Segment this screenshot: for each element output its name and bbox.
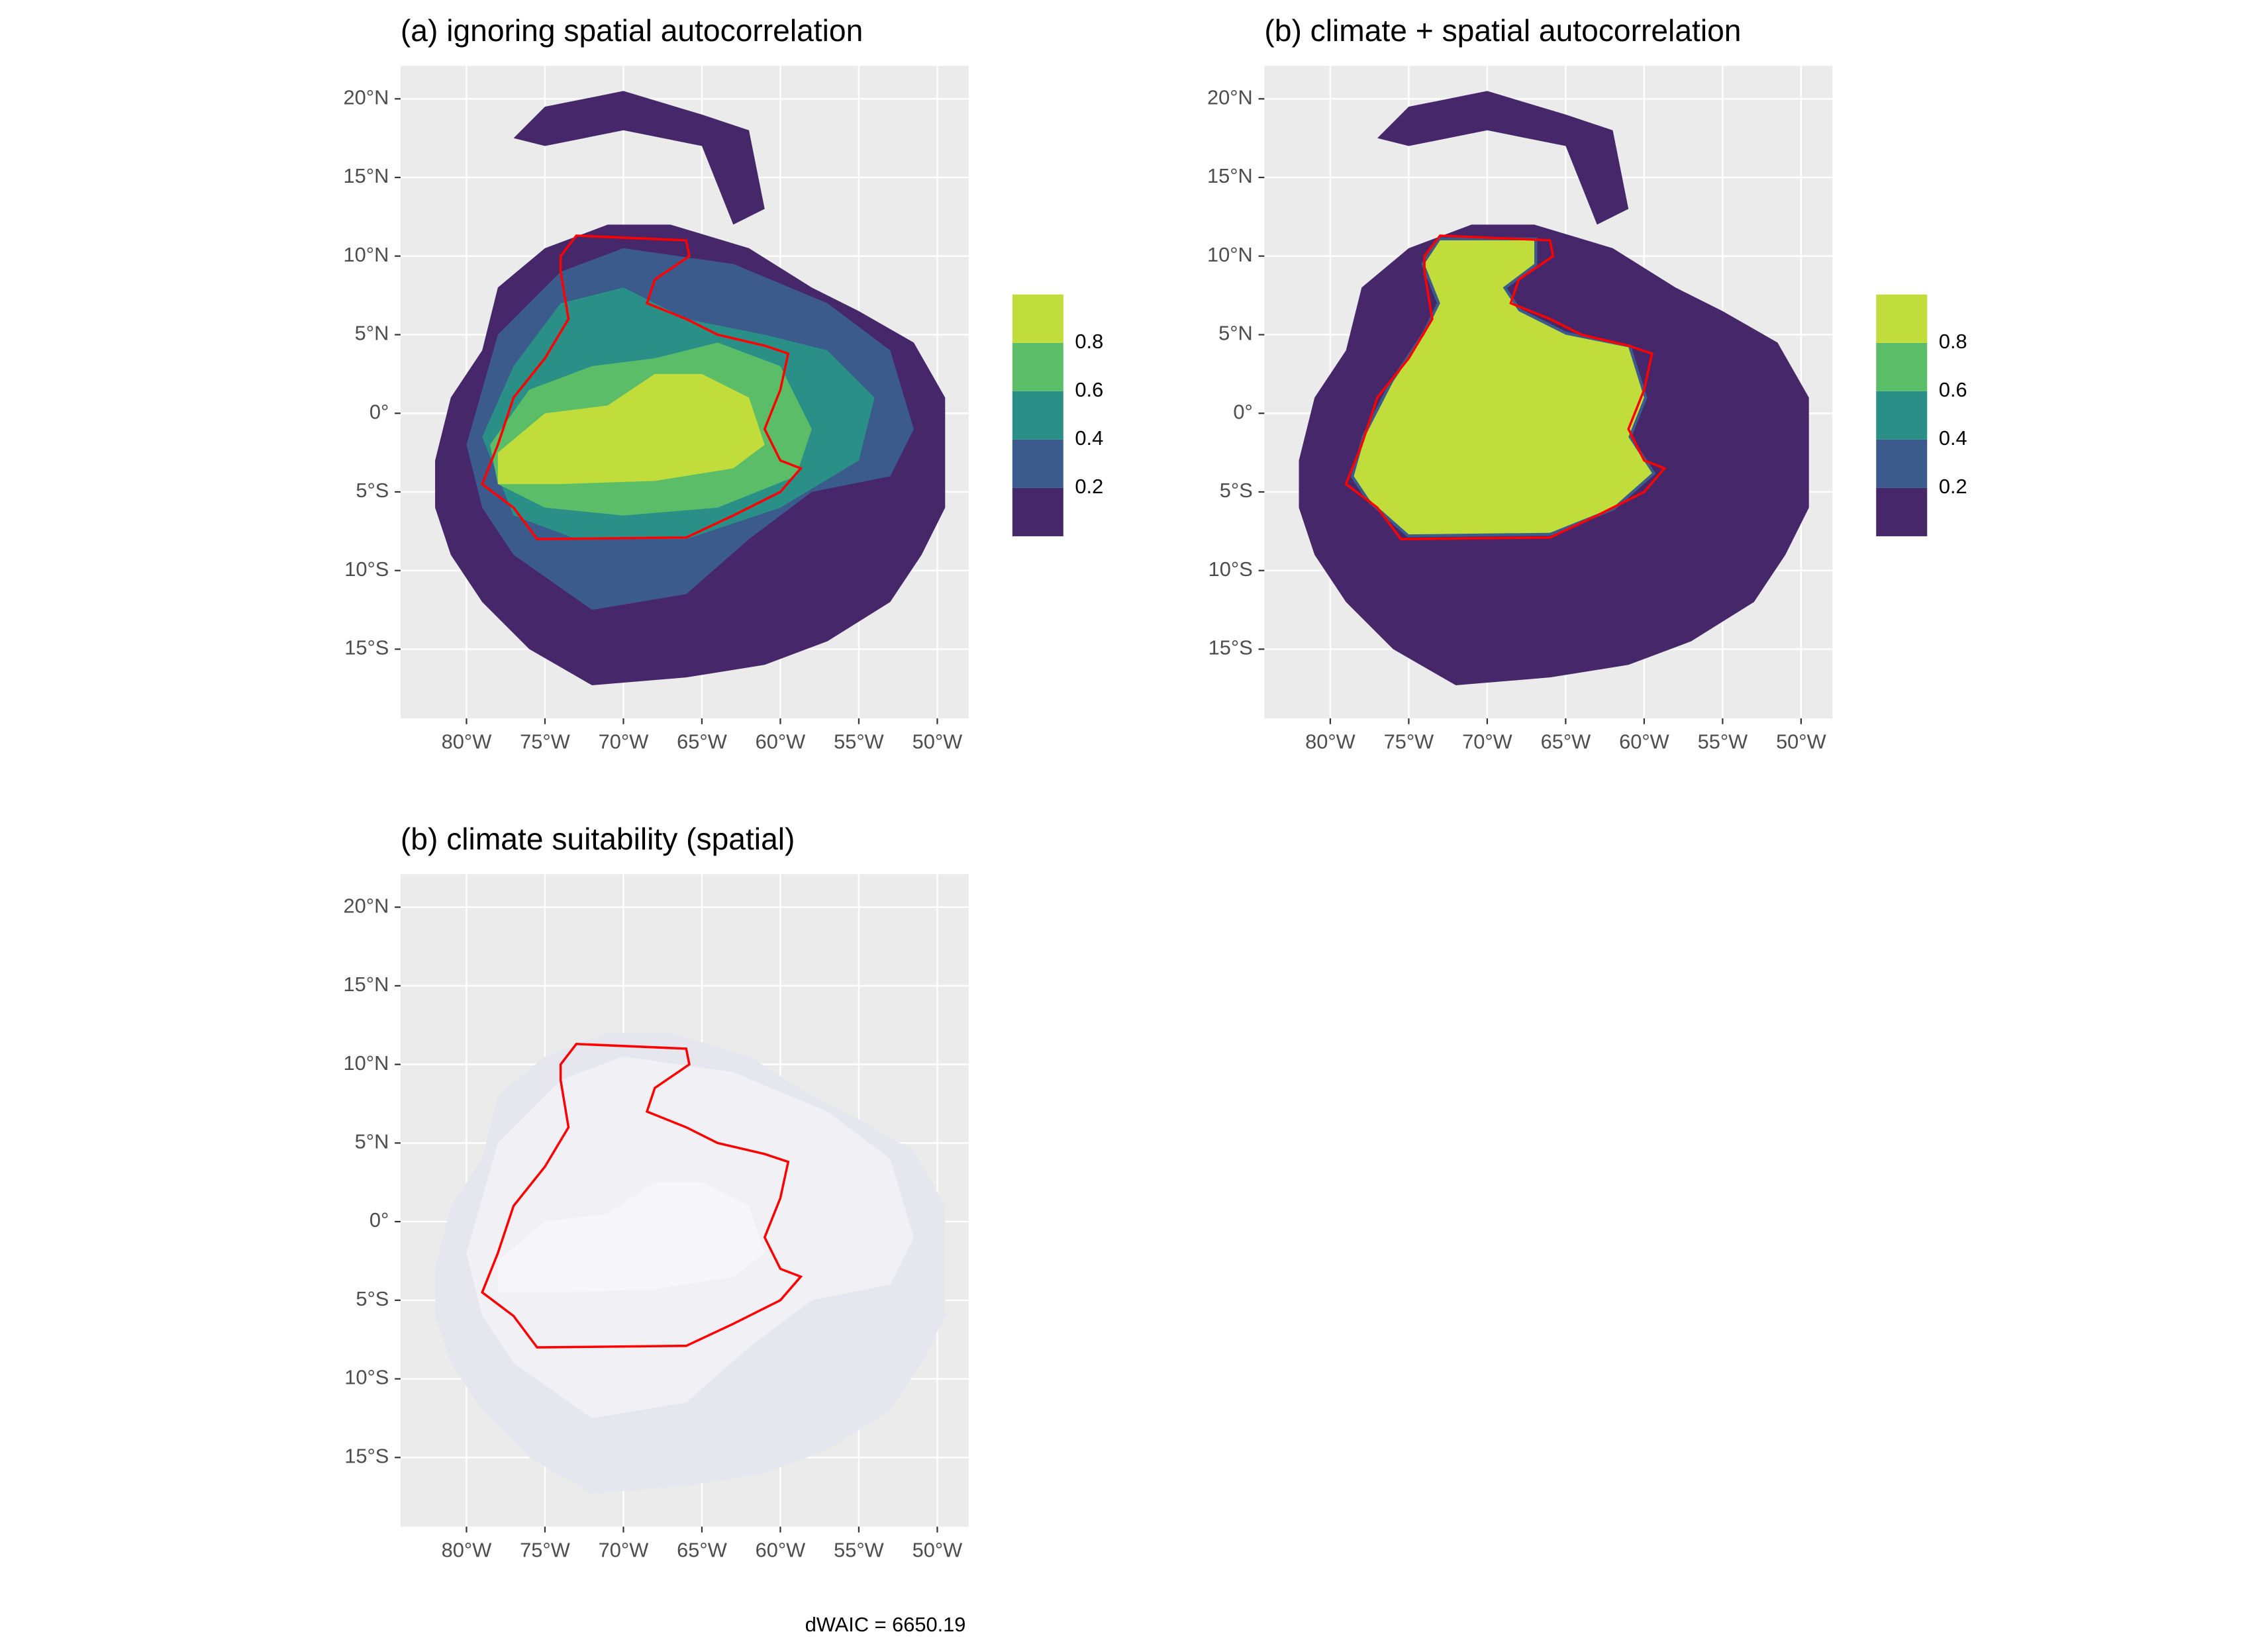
y-tick-label: 5°N <box>1218 322 1253 345</box>
legend-label: 0.6 <box>1939 378 1967 401</box>
range-outline <box>481 234 803 540</box>
x-tick-label: 55°W <box>1698 730 1748 753</box>
legend-swatch <box>1876 342 1928 391</box>
x-tick-label: 70°W <box>1462 730 1512 753</box>
range-outline <box>1344 234 1667 540</box>
legend-swatch <box>1012 487 1063 536</box>
panel-title: (b) climate + spatial autocorrelation <box>1264 13 1741 48</box>
x-tick-label: 65°W <box>1541 730 1591 753</box>
x-tick-label: 55°W <box>834 1538 884 1561</box>
raster-region <box>1377 91 1629 225</box>
legend-label: 0.2 <box>1075 475 1103 498</box>
legend-swatch <box>1876 294 1928 343</box>
legend-label: 0.8 <box>1075 330 1103 353</box>
x-tick-label: 70°W <box>599 1538 649 1561</box>
y-tick-label: 20°N <box>344 894 389 917</box>
y-tick-label: 5°S <box>356 1287 389 1310</box>
map-panel: 80°W 75°W 70°W 65°W 60°W 55°W 50°W 20°N 15°N 10°N… <box>1207 13 1967 753</box>
y-tick-label: 0° <box>370 1208 389 1232</box>
y-tick-label: 15°N <box>344 973 389 996</box>
raster-region <box>497 1182 765 1292</box>
x-tick-label: 75°W <box>1384 730 1434 753</box>
map-panel: 80°W 75°W 70°W 65°W 60°W 55°W 50°W 20°N 15°N 10°N… <box>344 822 969 1636</box>
legend-label: 0.4 <box>1939 426 1967 450</box>
y-tick-label: 5°S <box>1220 479 1253 502</box>
legend-swatch <box>1012 294 1063 343</box>
annotation: dWAIC = 6650.19 <box>805 1613 966 1636</box>
legend-swatch <box>1012 342 1063 391</box>
y-tick-label: 5°N <box>355 1130 389 1153</box>
y-tick-label: 10°S <box>1208 557 1253 581</box>
x-tick-label: 55°W <box>834 730 884 753</box>
y-tick-label: 15°N <box>1207 164 1253 187</box>
x-tick-label: 50°W <box>912 730 963 753</box>
x-tick-label: 80°W <box>1305 730 1356 753</box>
y-tick-label: 10°S <box>344 1366 389 1389</box>
y-tick-label: 5°S <box>356 479 389 502</box>
panel-title: (a) ignoring spatial autocorrelation <box>401 13 863 48</box>
range-outline <box>481 1042 803 1349</box>
legend-swatch <box>1876 391 1928 440</box>
x-tick-label: 50°W <box>1776 730 1826 753</box>
y-tick-label: 0° <box>370 400 389 423</box>
y-tick-label: 10°N <box>344 243 389 266</box>
panel-title: (b) climate suitability (spatial) <box>401 822 795 856</box>
x-tick-label: 65°W <box>677 730 727 753</box>
y-tick-label: 10°S <box>344 557 389 581</box>
x-tick-label: 80°W <box>442 730 492 753</box>
legend-label: 0.2 <box>1939 475 1967 498</box>
y-tick-label: 15°S <box>344 636 389 659</box>
legend-swatch <box>1876 439 1928 488</box>
x-tick-label: 70°W <box>599 730 649 753</box>
y-tick-label: 10°N <box>344 1051 389 1075</box>
y-tick-label: 0° <box>1233 400 1252 423</box>
legend-label: 0.6 <box>1075 378 1103 401</box>
x-tick-label: 60°W <box>756 1538 806 1561</box>
map-panel: 80°W 75°W 70°W 65°W 60°W 55°W 50°W 20°N 15°N 10°N… <box>344 13 1104 753</box>
x-tick-label: 75°W <box>520 1538 570 1561</box>
y-tick-label: 20°N <box>344 85 389 109</box>
raster-region <box>513 91 765 225</box>
x-tick-label: 60°W <box>1619 730 1669 753</box>
y-tick-label: 15°N <box>344 164 389 187</box>
x-tick-label: 80°W <box>442 1538 492 1561</box>
x-tick-label: 75°W <box>520 730 570 753</box>
x-tick-label: 60°W <box>756 730 806 753</box>
x-tick-label: 65°W <box>677 1538 727 1561</box>
y-tick-label: 10°N <box>1207 243 1253 266</box>
legend-label: 0.8 <box>1939 330 1967 353</box>
y-tick-label: 15°S <box>344 1444 389 1467</box>
x-tick-label: 50°W <box>912 1538 963 1561</box>
legend-label: 0.4 <box>1075 426 1103 450</box>
y-tick-label: 20°N <box>1207 85 1253 109</box>
legend-swatch <box>1012 439 1063 488</box>
y-tick-label: 15°S <box>1208 636 1253 659</box>
raster-region <box>497 373 765 485</box>
legend-swatch <box>1012 391 1063 440</box>
legend-swatch <box>1876 487 1928 536</box>
y-tick-label: 5°N <box>355 322 389 345</box>
raster-region <box>1354 240 1652 535</box>
